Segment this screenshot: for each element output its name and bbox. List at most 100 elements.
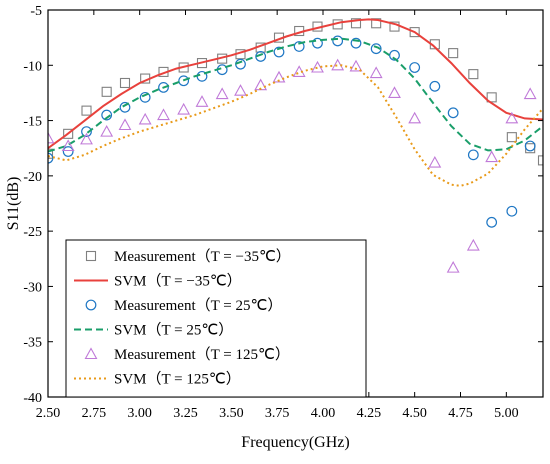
data-point (486, 216, 498, 228)
data-point (255, 51, 267, 62)
x-tick-label: 2.75 (82, 406, 107, 421)
data-point (485, 150, 499, 163)
data-point (369, 66, 383, 79)
data-point (523, 87, 537, 100)
x-tick-label: 3.25 (173, 406, 198, 421)
y-tick-label: -40 (23, 391, 42, 406)
x-tick-label: 4.75 (448, 406, 473, 421)
legend-label: SVM（T = −35℃） (114, 273, 242, 290)
series-layer (48, 18, 543, 273)
data-point (370, 43, 382, 55)
data-point (428, 155, 442, 168)
series-line (48, 37, 543, 153)
data-point (80, 132, 93, 145)
data-point (447, 107, 459, 119)
data-point (234, 84, 247, 96)
data-point (138, 112, 152, 125)
ticks-layer: 2.50 2.75 3.00 3.25 3.50 3.75 4.00 4.25 4.50 4.75… (23, 4, 543, 421)
data-point (293, 41, 305, 52)
data-point (467, 149, 479, 161)
x-axis-title: Frequency(GHz) (241, 434, 349, 451)
data-point (486, 92, 497, 103)
x-tick-label: 3.75 (265, 406, 290, 421)
data-point (273, 46, 285, 58)
legend-label: SVM（T = 25℃） (114, 322, 233, 339)
data-point (81, 126, 92, 138)
data-point (311, 60, 324, 73)
x-tick-label: 4.00 (311, 406, 336, 421)
legend-marker (85, 299, 97, 311)
data-point (448, 48, 459, 59)
data-point (332, 35, 344, 47)
data-point (505, 111, 519, 124)
y-tick-label: -25 (23, 225, 42, 240)
y-tick-label: -20 (23, 170, 42, 185)
data-point (312, 37, 323, 49)
data-point (101, 86, 112, 97)
data-point (48, 148, 54, 159)
series-3 (48, 37, 543, 153)
legend-symbol (84, 347, 98, 360)
data-point (408, 111, 422, 124)
series-1 (48, 18, 543, 150)
data-point (100, 124, 114, 137)
x-tick-label: 2.50 (36, 406, 61, 421)
legend-box (65, 239, 367, 398)
data-point (506, 132, 517, 143)
legend-marker (85, 250, 97, 262)
x-tick-label: 3.50 (219, 406, 244, 421)
y-axis-title: S11(dB) (5, 177, 22, 231)
data-point (349, 59, 363, 72)
series-5 (48, 64, 543, 187)
x-tick-label: 4.25 (357, 406, 382, 421)
data-point (118, 118, 132, 131)
data-point (446, 260, 460, 273)
data-point (177, 102, 191, 115)
y-tick-label: -10 (23, 59, 42, 74)
legend-symbol (85, 299, 97, 311)
legend-label: SVM（T = 125℃） (114, 371, 241, 388)
legend-label: Measurement（T = 125℃） (114, 346, 290, 363)
data-point (48, 131, 55, 144)
data-point (409, 27, 420, 38)
legend-label: Measurement（T = 25℃） (114, 297, 282, 314)
data-point (62, 146, 74, 157)
y-tick-label: -15 (23, 115, 42, 130)
data-point (350, 18, 362, 29)
data-point (389, 49, 400, 61)
series-line (48, 64, 543, 187)
data-point (63, 128, 74, 139)
data-point (537, 155, 543, 166)
data-point (409, 62, 421, 73)
data-point (195, 95, 209, 107)
data-point (371, 18, 382, 29)
data-point (350, 37, 362, 49)
data-point (139, 91, 151, 103)
data-point (506, 205, 518, 217)
data-point (466, 238, 480, 251)
data-point (272, 70, 286, 83)
y-tick-label: -35 (23, 336, 42, 351)
data-point (61, 139, 75, 152)
data-point (215, 87, 229, 100)
x-tick-label: 5.00 (494, 406, 519, 421)
y-tick-label: -30 (23, 280, 42, 295)
data-point (429, 80, 441, 92)
data-point (157, 108, 170, 121)
y-tick-label: -5 (30, 4, 42, 19)
data-point (178, 75, 190, 87)
legend-symbol (85, 250, 97, 262)
legend-label: Measurement（T = −35℃） (114, 248, 291, 265)
data-point (388, 86, 401, 98)
data-point (101, 109, 113, 121)
legend-marker (84, 347, 98, 360)
data-point (468, 69, 479, 80)
data-point (119, 101, 131, 113)
data-point (81, 105, 92, 116)
series-line (48, 18, 543, 150)
data-point (524, 140, 536, 152)
x-tick-label: 4.50 (402, 406, 427, 421)
legend: Measurement（T = −35℃） SVM（T = −35℃） Measur… (65, 239, 367, 398)
data-point (158, 81, 169, 93)
